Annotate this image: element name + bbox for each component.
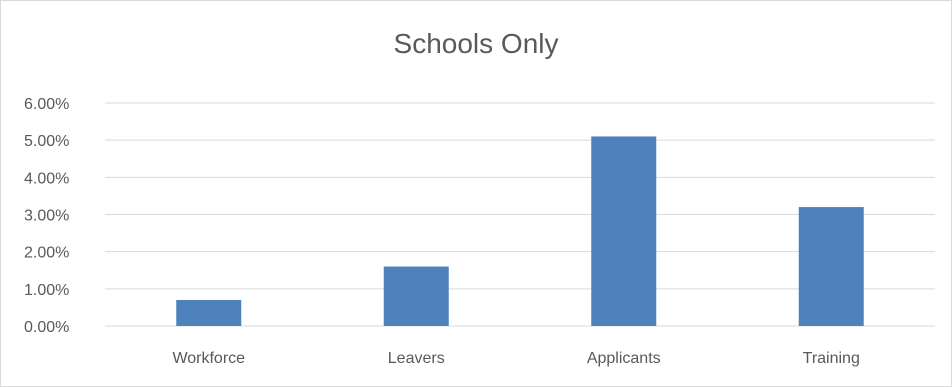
y-tick-label: 5.00% — [24, 133, 69, 150]
x-category-label: Leavers — [388, 350, 445, 367]
y-axis-ticks: 0.00% 1.00% 2.00% 3.00% 4.00% 5.00% 6.00% — [24, 96, 69, 336]
bar-applicants — [591, 136, 657, 326]
bar-leavers — [383, 266, 449, 326]
chart-title: Schools Only — [393, 28, 559, 59]
bars — [176, 136, 864, 326]
y-tick-label: 4.00% — [24, 170, 69, 187]
x-category-label: Training — [803, 350, 860, 367]
grid-layer — [105, 102, 935, 327]
y-tick-label: 3.00% — [24, 208, 69, 225]
bar-workforce — [176, 299, 242, 326]
bar-training — [798, 207, 864, 326]
x-axis-labels: Workforce Leavers Applicants Training — [172, 350, 859, 367]
y-tick-label: 6.00% — [24, 96, 69, 113]
y-tick-label: 0.00% — [24, 319, 69, 336]
x-category-label: Workforce — [172, 350, 245, 367]
y-tick-label: 1.00% — [24, 282, 69, 299]
y-tick-label: 2.00% — [24, 245, 69, 262]
x-category-label: Applicants — [587, 350, 661, 367]
